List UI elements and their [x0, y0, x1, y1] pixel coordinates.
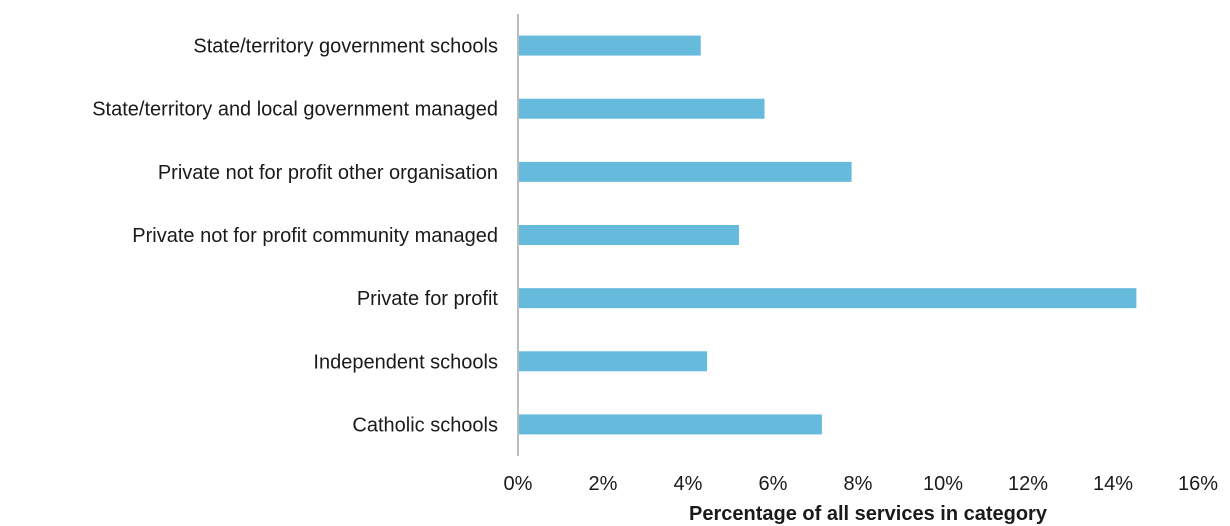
x-axis-title: Percentage of all services in category [689, 503, 1048, 525]
category-label: State/territory government schools [193, 36, 498, 58]
bar [519, 414, 822, 435]
bar [519, 351, 708, 372]
category-labels: State/territory government schools State/… [92, 36, 498, 437]
category-label: Catholic schools [352, 414, 498, 436]
bar [519, 225, 739, 245]
bar [519, 35, 701, 56]
category-label: State/territory and local government man… [92, 99, 498, 121]
category-label: Private not for profit community managed [132, 225, 498, 247]
bar [519, 98, 765, 119]
x-tick-labels: 0% 2% 4% 6% 8% 10% 12% 14% 16% [504, 473, 1219, 495]
x-tick-label: 14% [1093, 473, 1133, 495]
category-label: Private for profit [357, 288, 499, 310]
x-tick-label: 0% [504, 473, 533, 495]
x-tick-label: 6% [759, 473, 788, 495]
x-tick-label: 8% [844, 473, 873, 495]
category-label: Private not for profit other organisatio… [158, 162, 498, 184]
bar [519, 288, 1137, 309]
category-label: Independent schools [313, 351, 498, 373]
x-tick-label: 16% [1178, 473, 1218, 495]
x-tick-label: 10% [923, 473, 963, 495]
x-tick-label: 2% [589, 473, 618, 495]
x-tick-label: 4% [674, 473, 703, 495]
x-tick-label: 12% [1008, 473, 1048, 495]
bar [519, 161, 852, 182]
bars-group [519, 35, 1137, 435]
